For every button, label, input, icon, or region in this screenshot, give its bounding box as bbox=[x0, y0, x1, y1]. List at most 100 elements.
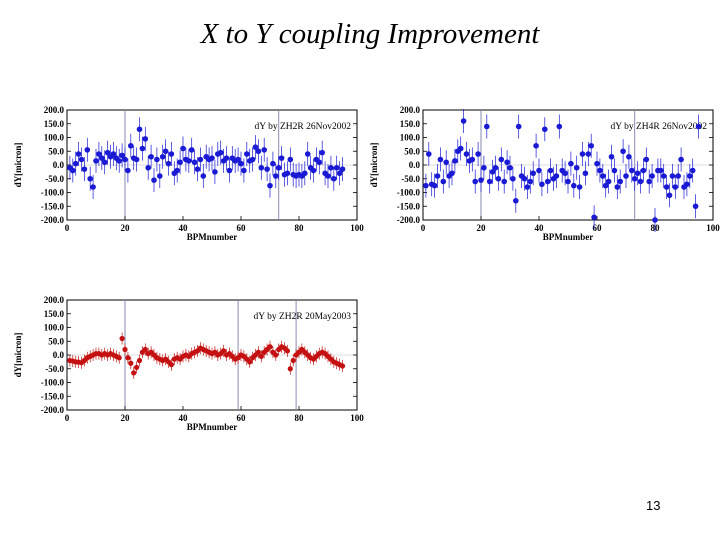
data-point bbox=[649, 173, 655, 179]
data-point bbox=[122, 346, 128, 353]
data-point bbox=[562, 170, 568, 177]
x-tick-label: 60 bbox=[593, 223, 603, 233]
data-point bbox=[684, 181, 690, 188]
y-tick-label: 150.0 bbox=[44, 119, 65, 129]
data-point bbox=[640, 167, 647, 174]
data-point bbox=[275, 164, 282, 171]
data-point bbox=[99, 155, 105, 161]
data-point bbox=[426, 151, 432, 157]
data-point bbox=[244, 151, 250, 157]
data-point bbox=[154, 156, 160, 163]
x-tick-label: 40 bbox=[535, 223, 545, 233]
data-point bbox=[116, 158, 122, 164]
y-tick-label: -100.0 bbox=[397, 188, 421, 198]
plot-title: dY by ZH2R 26Nov2002 bbox=[255, 122, 352, 132]
data-point bbox=[70, 167, 76, 174]
data-point bbox=[643, 156, 650, 163]
data-point bbox=[460, 118, 467, 124]
data-point bbox=[475, 151, 481, 157]
data-point bbox=[536, 167, 542, 174]
x-tick-label: 60 bbox=[237, 223, 247, 233]
data-point bbox=[507, 164, 513, 171]
y-tick-label: -100.0 bbox=[41, 378, 65, 388]
data-point bbox=[136, 357, 143, 364]
x-tick-label: 20 bbox=[121, 223, 131, 233]
y-tick-label: -200.0 bbox=[397, 215, 421, 225]
data-point bbox=[336, 170, 343, 177]
data-point bbox=[620, 148, 626, 155]
y-tick-label: -150.0 bbox=[397, 201, 421, 211]
data-point bbox=[510, 175, 516, 182]
data-point bbox=[617, 178, 623, 185]
data-point bbox=[310, 167, 317, 174]
data-point bbox=[513, 197, 519, 204]
data-point bbox=[273, 173, 279, 179]
data-point bbox=[255, 148, 262, 155]
x-tick-label: 0 bbox=[65, 223, 70, 233]
y-tick-label: -200.0 bbox=[41, 405, 65, 415]
data-point bbox=[663, 184, 670, 190]
y-tick-label: 0.0 bbox=[409, 160, 421, 170]
data-point bbox=[122, 156, 128, 163]
data-point bbox=[579, 151, 586, 157]
data-point bbox=[660, 173, 667, 179]
data-point bbox=[597, 167, 603, 174]
x-tick-label: 20 bbox=[477, 223, 487, 233]
data-point bbox=[270, 160, 276, 167]
data-point bbox=[573, 164, 580, 171]
data-point bbox=[142, 136, 149, 142]
data-point bbox=[469, 156, 476, 163]
data-point bbox=[431, 182, 438, 189]
data-point bbox=[339, 363, 346, 369]
y-tick-label: 200.0 bbox=[44, 295, 65, 305]
data-point bbox=[489, 169, 496, 175]
x-axis-label: BPMnumber bbox=[187, 422, 238, 432]
data-point bbox=[472, 178, 478, 185]
data-point bbox=[84, 147, 91, 153]
data-point bbox=[304, 151, 311, 157]
data-point bbox=[478, 177, 484, 183]
data-point bbox=[501, 178, 507, 185]
data-point bbox=[629, 167, 635, 174]
data-point bbox=[226, 167, 233, 174]
data-point bbox=[440, 178, 447, 185]
data-point bbox=[481, 164, 487, 171]
data-point bbox=[623, 173, 629, 179]
data-point bbox=[328, 164, 334, 171]
data-point bbox=[119, 335, 125, 342]
data-point bbox=[495, 175, 502, 182]
data-point bbox=[568, 160, 574, 167]
data-point bbox=[110, 151, 117, 157]
data-point bbox=[151, 177, 157, 183]
data-point bbox=[78, 156, 85, 163]
data-point bbox=[591, 214, 597, 221]
data-point bbox=[136, 126, 143, 133]
data-point bbox=[533, 142, 539, 149]
y-tick-label: 100.0 bbox=[400, 133, 421, 143]
data-point bbox=[524, 184, 531, 190]
x-tick-label: 100 bbox=[706, 223, 720, 233]
data-point bbox=[128, 360, 134, 366]
slide-title: X to Y coupling Improvement bbox=[200, 18, 540, 50]
y-tick-label: -150.0 bbox=[41, 391, 65, 401]
data-point bbox=[695, 123, 702, 130]
x-tick-label: 100 bbox=[350, 413, 364, 423]
data-point bbox=[611, 167, 618, 174]
data-point bbox=[278, 155, 285, 161]
y-tick-label: -100.0 bbox=[41, 188, 65, 198]
data-point bbox=[594, 160, 600, 167]
data-point bbox=[125, 355, 131, 361]
data-point bbox=[530, 170, 536, 177]
data-point bbox=[331, 175, 337, 182]
data-point bbox=[325, 173, 331, 179]
data-point bbox=[142, 346, 148, 353]
data-point bbox=[652, 217, 658, 223]
data-point bbox=[646, 178, 652, 185]
data-point bbox=[148, 153, 154, 160]
data-point bbox=[252, 144, 259, 150]
data-point bbox=[672, 184, 679, 190]
data-point bbox=[209, 155, 215, 161]
data-point bbox=[443, 159, 449, 166]
data-point bbox=[188, 147, 195, 153]
data-point bbox=[492, 164, 499, 171]
